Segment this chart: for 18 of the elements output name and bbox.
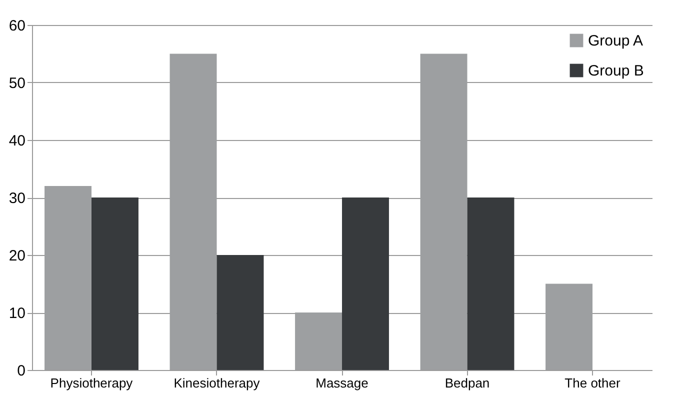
bar [216, 255, 264, 370]
x-tick-label: The other [564, 376, 621, 390]
x-tick-label: Massage [316, 376, 368, 390]
x-tick-label: Bedpan [444, 376, 490, 390]
y-tick-label: 0 [17, 362, 26, 380]
legend-label: Group A [588, 32, 644, 50]
bar [467, 198, 514, 370]
bar [342, 198, 389, 370]
x-tick-label: Physiotherapy [50, 376, 134, 390]
bar [91, 198, 138, 370]
y-tick-label: 30 [8, 190, 26, 207]
legend-label: Group B [588, 62, 644, 80]
x-tick-label: Kinesiotherapy [174, 376, 260, 390]
y-tick-label: 40 [8, 132, 26, 150]
y-tick-label: 60 [8, 18, 26, 34]
y-tick-label: 20 [8, 248, 26, 264]
y-tick-label: 50 [8, 75, 26, 92]
y-tick-label: 10 [8, 305, 26, 322]
